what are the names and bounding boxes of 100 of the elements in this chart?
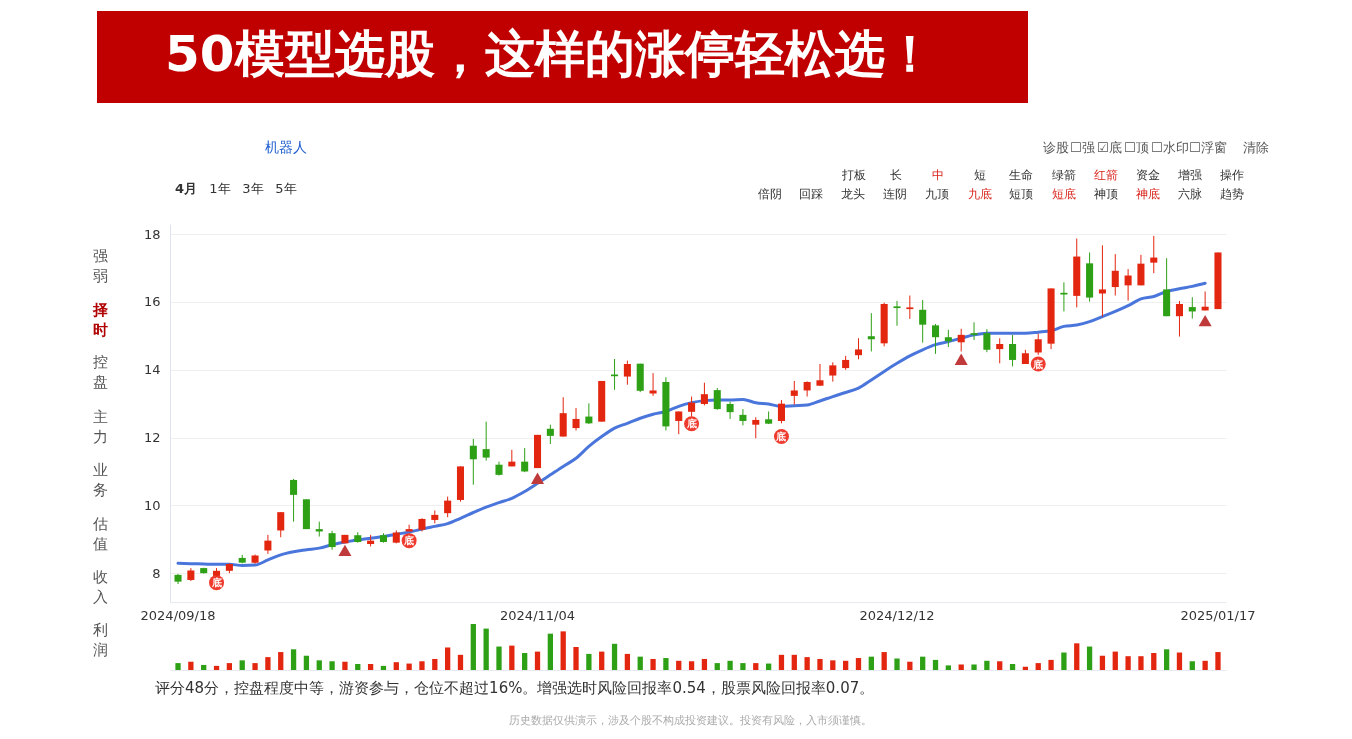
- text: 底: [776, 431, 787, 443]
- bar: [483, 628, 489, 670]
- bar: [355, 664, 361, 670]
- bar: [1176, 652, 1183, 670]
- bar: [470, 624, 476, 670]
- text: ☑底: [1097, 140, 1122, 155]
- text: 增强: [1177, 168, 1202, 182]
- candlestick: [919, 299, 927, 344]
- candlestick: [675, 410, 683, 435]
- text: 业务: [92, 461, 108, 499]
- bar: [1138, 656, 1144, 670]
- bar: [1125, 656, 1131, 670]
- bar: [522, 652, 528, 670]
- candlestick: [1034, 333, 1042, 356]
- bar: [573, 647, 579, 670]
- x-tick-label: 2024/12/12: [859, 607, 935, 623]
- candlestick: [931, 323, 940, 355]
- point: [1198, 314, 1212, 327]
- candlestick: [1137, 254, 1145, 286]
- bar: [907, 661, 913, 670]
- text: 绿箭: [1052, 168, 1076, 182]
- candlestick: [277, 511, 285, 538]
- bar: [984, 660, 990, 670]
- candlestick: [777, 399, 785, 424]
- text: 操作: [1220, 168, 1244, 182]
- point: [338, 544, 352, 557]
- text: 短顶: [1009, 187, 1033, 201]
- y-tick-label: 18: [143, 226, 161, 242]
- text: 3年: [242, 181, 264, 196]
- bar: [663, 658, 669, 670]
- bar: [1099, 655, 1106, 670]
- candlestick: [264, 534, 272, 555]
- bar: [393, 662, 399, 670]
- text: 强弱: [92, 247, 108, 285]
- text: 1年: [209, 181, 231, 196]
- candlestick: [482, 421, 490, 462]
- candlestick: [970, 321, 978, 341]
- text: ☐水印: [1151, 140, 1189, 155]
- candlestick: [1111, 253, 1119, 297]
- bar: [624, 653, 631, 670]
- bar: [1086, 646, 1093, 670]
- series-label: 底: [403, 535, 415, 547]
- candlestick: [854, 337, 863, 360]
- bar: [778, 654, 785, 670]
- text: 神底: [1136, 187, 1160, 201]
- bar: [432, 658, 438, 670]
- candlestick: [444, 496, 452, 518]
- text: 打板: [841, 168, 866, 182]
- bar: [188, 661, 194, 670]
- text: 50模型选股，这样的涨停轻松选！: [165, 25, 935, 83]
- bar: [855, 658, 862, 670]
- bar: [290, 649, 297, 670]
- text: 趋势: [1220, 187, 1244, 201]
- text: 神顶: [1094, 187, 1118, 201]
- text: 回踩: [799, 187, 823, 201]
- text: 收入: [92, 568, 108, 606]
- candlestick: [290, 478, 298, 523]
- bar: [226, 663, 233, 670]
- bar: [547, 633, 553, 670]
- bar: [1151, 652, 1157, 670]
- text: 连阴: [883, 187, 907, 201]
- text: 机器人: [265, 139, 307, 155]
- bar: [830, 660, 836, 670]
- bar: [457, 654, 464, 670]
- bar: [1061, 652, 1067, 670]
- bar: [791, 654, 797, 670]
- bar: [701, 658, 708, 670]
- bar: [958, 664, 964, 670]
- bar: [843, 660, 849, 670]
- text: 历史数据仅供演示，涉及个股不构成投资建议。投资有风险，入市须谨慎。: [508, 714, 872, 727]
- candlestick: [688, 396, 696, 418]
- text: 5年: [275, 181, 297, 196]
- x-tick-label: 2025/01/17: [1180, 607, 1256, 623]
- text: 评分48分，控盘程度中等，游资参与，仓位不超过16%。增强选时风险回报率0.54，股票风险回报率0.07。: [155, 679, 875, 697]
- text: 长: [890, 168, 902, 182]
- candlestick: [893, 300, 901, 327]
- text: 短: [974, 168, 986, 182]
- bar: [496, 646, 502, 670]
- candlestick: [713, 387, 721, 411]
- y-tick-label: 16: [143, 294, 161, 310]
- bar: [637, 656, 643, 670]
- candlestick: [752, 416, 760, 439]
- text: 底: [211, 577, 222, 589]
- bar: [1112, 651, 1118, 670]
- bar: [1163, 649, 1170, 670]
- bar: [316, 660, 322, 670]
- text: 利润: [92, 621, 108, 659]
- candlestick: [623, 360, 631, 386]
- bar: [740, 663, 746, 670]
- text: 底: [686, 418, 697, 430]
- bar: [367, 664, 374, 670]
- bar: [868, 656, 874, 670]
- x-tick-label: 2024/11/04: [500, 607, 575, 623]
- text: 九顶: [925, 187, 949, 201]
- bar: [650, 658, 656, 670]
- bar: [1215, 652, 1221, 670]
- bar: [213, 665, 220, 670]
- candlestick: [1060, 281, 1068, 312]
- y-tick-label: 12: [143, 430, 161, 446]
- bar: [419, 661, 425, 670]
